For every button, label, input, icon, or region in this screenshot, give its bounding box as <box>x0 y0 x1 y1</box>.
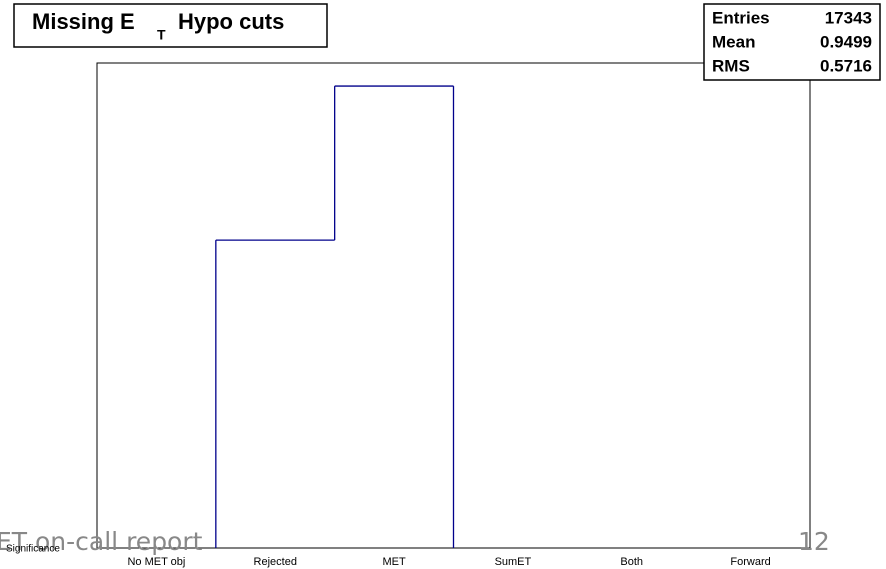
x-tick-label: SumET <box>495 556 532 568</box>
x-tick-label: Rejected <box>254 556 297 568</box>
stat-label: RMS <box>712 56 750 75</box>
stat-value: 0.5716 <box>820 56 872 75</box>
x-tick-label: No MET obj <box>127 556 185 568</box>
x-tick-label: Both <box>620 556 643 568</box>
stats-box <box>703 3 881 81</box>
page-number: 12 <box>798 527 830 556</box>
title-box <box>13 3 328 48</box>
chart-title: Missing E <box>32 9 135 34</box>
chart-title-subscript: T <box>157 27 166 43</box>
chart-title-rest: Hypo cuts <box>178 9 284 34</box>
stat-label: Entries <box>712 8 770 27</box>
stat-value: 17343 <box>825 8 872 27</box>
stat-value: 0.9499 <box>820 32 872 51</box>
extra-label: Significance <box>6 544 60 555</box>
footer-text: ET on-call report <box>0 527 203 556</box>
stat-label: Mean <box>712 32 755 51</box>
x-tick-label: Forward <box>730 556 770 568</box>
x-tick-label: MET <box>382 556 406 568</box>
